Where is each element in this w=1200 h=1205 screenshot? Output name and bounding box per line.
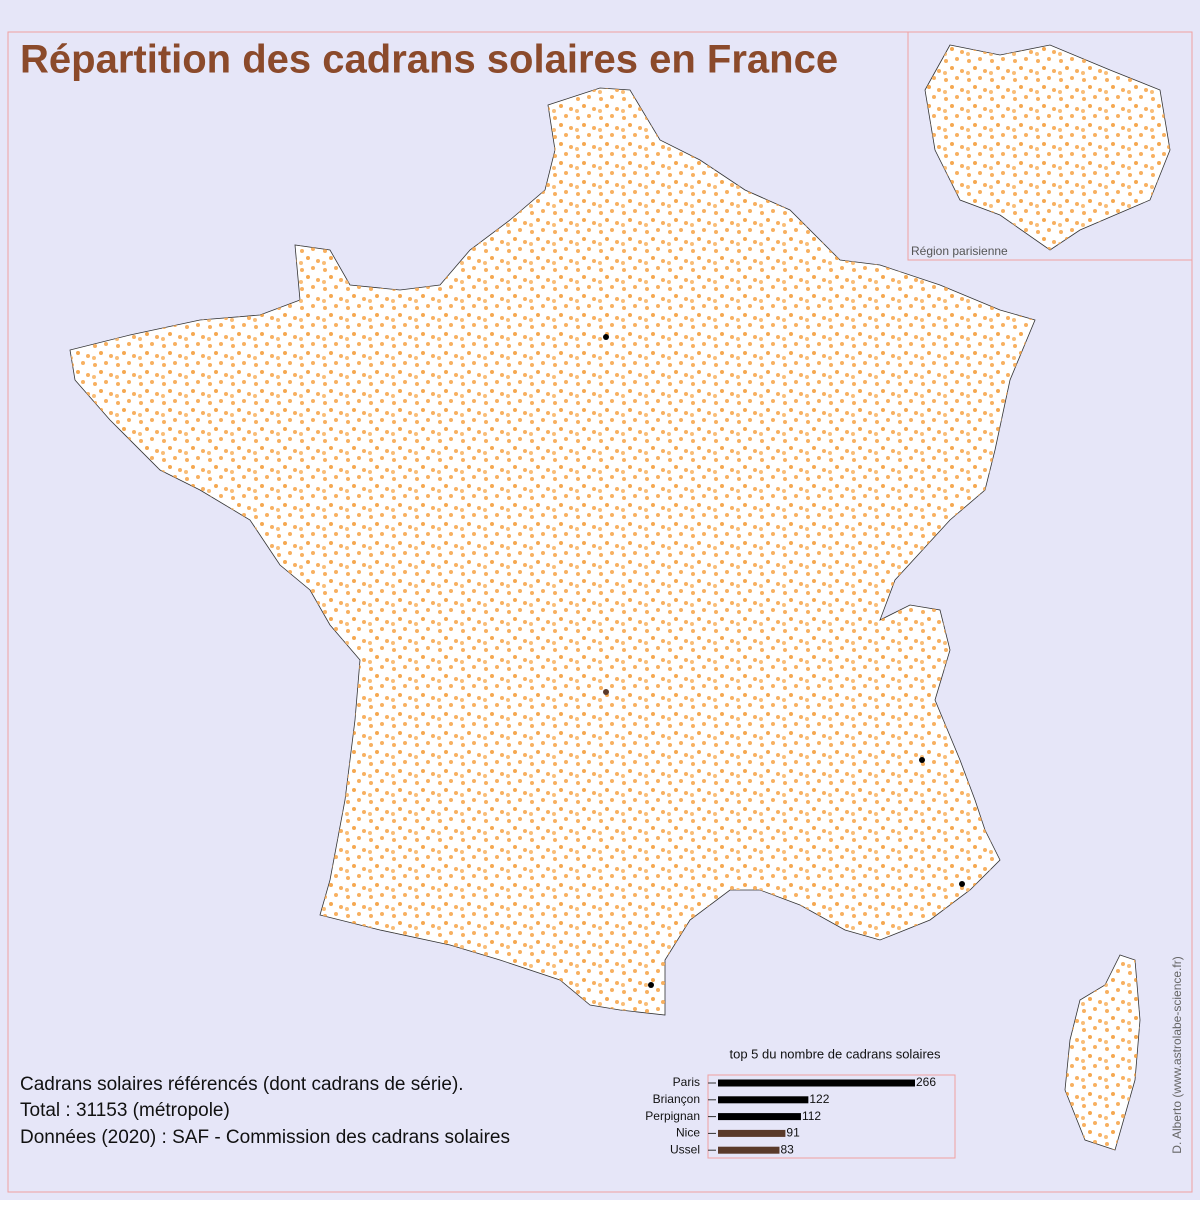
category-label: Nice [676,1126,700,1140]
bar [718,1146,780,1154]
category-label: Paris [673,1075,700,1089]
note: Cadrans solaires référencés (dont cadran… [20,1074,464,1095]
credit: D. Alberto (www.astrolabe-science.fr) [1170,956,1184,1153]
category-label: Perpignan [645,1109,700,1123]
value-label: 266 [916,1075,936,1089]
hotspot [603,334,609,340]
bar [718,1079,915,1087]
title: Répartition des cadrans solaires en Fran… [20,38,838,82]
hotspot [919,757,925,763]
value-label: 83 [780,1142,794,1156]
france-map [69,87,1141,1151]
category-label: Briançon [653,1092,700,1106]
inset-label: Région parisienne [911,244,1008,258]
mainland-dots [70,88,1035,1015]
value-label: 91 [786,1126,800,1140]
note: Données (2020) : SAF - Commission des ca… [20,1127,510,1148]
value-label: 112 [802,1109,821,1123]
frame [7,31,1193,1193]
chart-title: top 5 du nombre de cadrans solaires [729,1046,941,1061]
hotspot [648,982,654,988]
top5-chart: top 5 du nombre de cadrans solaires Pari… [645,1046,956,1159]
corsica-dots [1065,955,1140,1150]
bar [718,1113,801,1121]
note: Total : 31153 (métropole) [20,1100,230,1121]
bar [718,1129,786,1137]
hotspot [603,689,609,695]
ile-de-france-dots [925,45,1170,250]
hotspot [959,881,965,887]
value-label: 122 [809,1092,829,1106]
bar [718,1096,809,1104]
inset: Région parisienne [907,31,1193,261]
category-label: Ussel [670,1142,700,1156]
